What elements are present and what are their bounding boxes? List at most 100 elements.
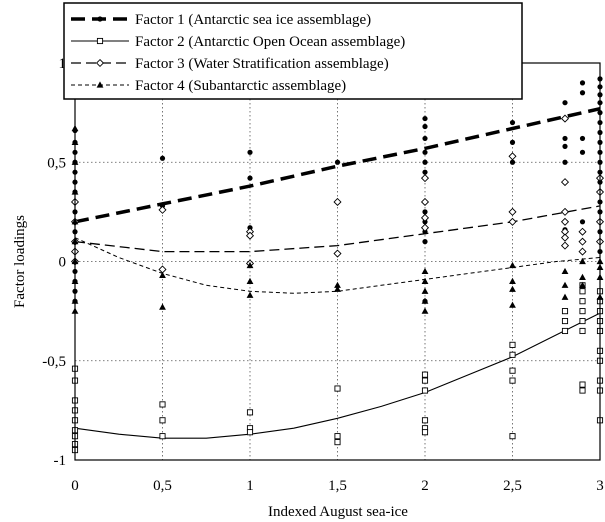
data-point-series-1 <box>509 119 516 126</box>
data-point-series-3 <box>333 197 342 206</box>
data-point-series-2 <box>509 377 516 384</box>
data-point-series-4 <box>509 261 516 269</box>
data-point-series-2 <box>159 401 166 408</box>
data-point-series-2 <box>509 351 516 358</box>
data-point-series-2 <box>561 318 569 325</box>
data-point-series-1 <box>579 135 586 142</box>
data-point-series-3 <box>158 205 167 214</box>
data-point-series-4 <box>246 261 254 269</box>
legend: Factor 1 (Antarctic sea ice assemblage) F… <box>63 2 523 100</box>
data-point-series-4 <box>561 267 569 275</box>
legend-marker <box>97 16 103 22</box>
data-point-series-2 <box>246 429 254 436</box>
data-point-series-2 <box>579 387 586 394</box>
data-point-series-3 <box>578 247 587 256</box>
data-point-series-4 <box>579 281 586 288</box>
data-point-series-2 <box>421 387 429 394</box>
data-point-series-2 <box>561 327 569 335</box>
data-point-series-2 <box>334 439 341 446</box>
data-point-series-3 <box>508 217 517 226</box>
data-point-series-4 <box>579 273 586 280</box>
data-point-series-1 <box>159 155 166 161</box>
data-point-series-3 <box>560 178 570 187</box>
x-tick-label: 1 <box>246 478 254 494</box>
data-point-series-1 <box>422 209 428 215</box>
data-point-series-3 <box>578 227 587 236</box>
data-point-series-4 <box>334 285 341 292</box>
data-point-series-4 <box>421 287 429 294</box>
data-point-series-2 <box>579 298 586 305</box>
y-tick-label: 0,5 <box>47 155 66 171</box>
data-point-series-4 <box>561 281 569 288</box>
data-point-series-1 <box>247 175 253 181</box>
data-point-series-1 <box>247 149 253 155</box>
legend-label: Factor 4 (Subantarctic assemblage) <box>135 78 346 94</box>
data-point-series-1 <box>334 159 341 165</box>
data-point-series-1 <box>422 115 428 122</box>
legend-label: Factor 1 (Antarctic sea ice assemblage) <box>135 12 371 28</box>
legend-marker <box>95 58 105 68</box>
data-point-series-1 <box>562 135 568 142</box>
data-point-series-1 <box>579 219 586 225</box>
data-point-series-3 <box>420 174 430 183</box>
x-tick-label: 2,5 <box>503 478 522 494</box>
grid-lines <box>75 62 601 461</box>
y-tick-labels: 1 0,5 0 -0,5 -1 <box>42 56 66 469</box>
data-point-series-3 <box>560 241 570 250</box>
data-point-series-1 <box>422 159 428 165</box>
data-point-series-3 <box>508 207 517 216</box>
data-point-series-3 <box>420 213 430 222</box>
legend-label: Factor 2 (Antarctic Open Ocean assemblag… <box>135 34 405 50</box>
data-point-series-3 <box>578 237 587 246</box>
data-point-series-4 <box>159 271 166 278</box>
data-point-series-1 <box>509 159 516 165</box>
data-point-series-2 <box>579 327 586 335</box>
data-point-series-3 <box>560 207 570 216</box>
data-point-series-1 <box>562 159 568 165</box>
y-tick-label: 1 <box>59 56 67 72</box>
x-tick-labels: 0 0,5 1 1,5 2 2,5 3 <box>71 478 604 494</box>
data-point-series-4 <box>509 277 516 284</box>
data-point-series-2 <box>159 433 166 440</box>
data-point-series-2 <box>579 308 586 315</box>
x-tick-label: 0,5 <box>153 478 172 494</box>
y-axis-label: Factor loadings <box>12 215 28 308</box>
data-point-series-2 <box>509 433 516 440</box>
data-point-series-1 <box>422 239 428 245</box>
data-point-series-2 <box>246 409 254 416</box>
data-point-series-2 <box>159 417 166 424</box>
data-point-series-3 <box>420 223 430 232</box>
data-point-series-4 <box>579 257 586 265</box>
x-axis-label: Indexed August sea-ice <box>268 504 408 520</box>
series-trend-line <box>74 205 601 253</box>
data-point-series-2 <box>334 385 341 392</box>
data-point-series-1 <box>422 169 428 175</box>
data-point-series-4 <box>509 285 516 292</box>
data-point-series-2 <box>421 371 429 378</box>
x-tick-label: 2 <box>421 478 429 494</box>
data-point-series-1 <box>422 135 428 142</box>
legend-marker <box>96 37 104 45</box>
legend-marker <box>96 81 104 88</box>
data-point-series-2 <box>421 417 429 424</box>
data-point-series-4 <box>421 307 429 314</box>
data-point-series-4 <box>246 277 254 284</box>
data-point-series-4 <box>509 301 516 308</box>
data-point-series-3 <box>508 152 517 161</box>
data-point-series-4 <box>159 303 166 310</box>
data-point-series-1 <box>579 80 586 86</box>
data-point-series-2 <box>421 429 429 436</box>
data-point-series-2 <box>509 367 516 374</box>
data-point-series-4 <box>421 277 429 284</box>
data-point-series-3 <box>560 233 570 242</box>
data-point-series-1 <box>579 90 586 96</box>
y-tick-label: 0 <box>59 255 67 271</box>
data-point-series-4 <box>421 297 429 304</box>
data-point-series-1 <box>422 123 428 130</box>
data-point-series-1 <box>579 149 586 155</box>
x-tick-label: 0 <box>71 478 79 494</box>
legend-label: Factor 3 (Water Stratification assemblag… <box>135 56 389 72</box>
data-point-series-3 <box>245 231 255 240</box>
data-point-series-4 <box>421 267 429 275</box>
